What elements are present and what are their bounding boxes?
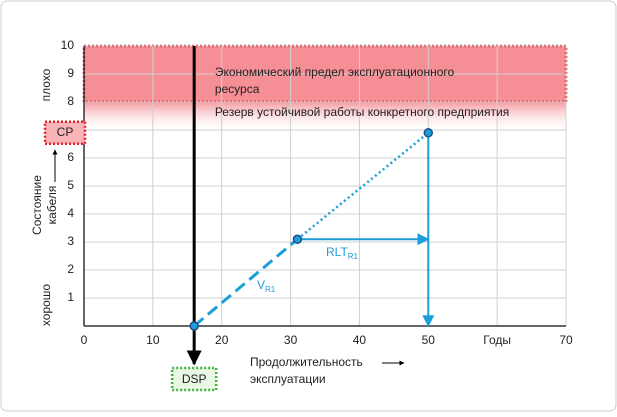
y-tick-label: 6: [67, 150, 74, 164]
y-tick-label: 10: [61, 38, 75, 52]
band-label: Экономический предел эксплуатационного: [215, 65, 455, 79]
rlt-text: RLT: [326, 245, 348, 259]
y-top-label: плохо: [39, 68, 53, 101]
x-tick-label: 50: [422, 333, 436, 347]
dsp-box: [170, 366, 218, 392]
x-tick-label: 30: [284, 333, 298, 347]
band-label: ресурса: [215, 82, 260, 96]
x-label: Продолжительность: [250, 355, 363, 369]
y-tick-label: 1: [67, 290, 74, 304]
y-bottom-label: хорошо: [39, 284, 53, 327]
y-tick-label: 4: [67, 206, 74, 220]
v-sub: R1: [265, 285, 276, 294]
y-tick-label: 5: [67, 178, 74, 192]
rlt-sub: R1: [348, 252, 359, 261]
point: [423, 128, 434, 138]
point: [189, 321, 199, 331]
y-tick-label: 8: [67, 94, 74, 108]
band-label: Резерв устойчивой работы конкретного пре…: [215, 105, 509, 119]
v-text: V: [257, 278, 265, 292]
dsp-label: DSP: [182, 372, 207, 386]
x-tick-label: 20: [215, 333, 229, 347]
x-tick-label: 10: [146, 333, 160, 347]
band: [84, 102, 566, 133]
y-tick-label: 9: [67, 66, 74, 80]
trend-dashed: [193, 238, 299, 328]
trend-dotted: [296, 131, 430, 241]
x-tick-label: Годы: [483, 333, 511, 347]
v-label: VR1: [257, 278, 276, 294]
plot: [82, 44, 568, 327]
x-tick-label: 70: [559, 333, 573, 347]
rlt-label: RLTR1: [326, 245, 359, 261]
y-tick-label: 2: [67, 262, 74, 276]
x-tick-label: 0: [81, 333, 88, 347]
cp-box: [43, 120, 87, 146]
y-label: Состояние: [30, 175, 44, 235]
cp-label: CP: [57, 125, 74, 139]
y-tick-label: 3: [67, 234, 74, 248]
point: [292, 234, 303, 244]
y-label: кабеля: [45, 186, 59, 225]
x-label: эксплуатации: [250, 372, 326, 386]
x-tick-label: 40: [353, 333, 367, 347]
